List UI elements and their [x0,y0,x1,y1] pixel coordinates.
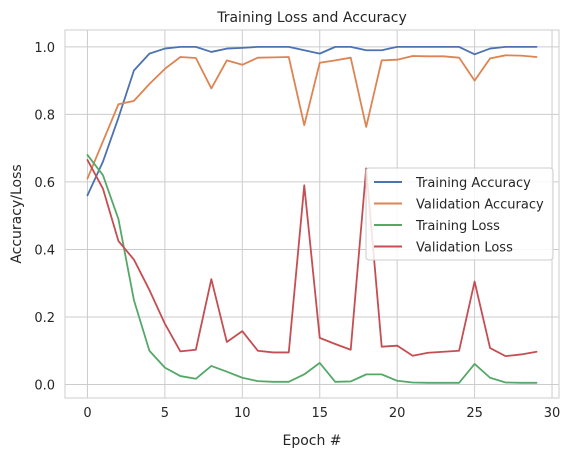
legend-label-validation-accuracy: Validation Accuracy [416,198,544,213]
y-tick-label: 0.8 [34,108,55,123]
legend-label-training-accuracy: Training Accuracy [415,176,531,191]
chart-title: Training Loss and Accuracy [216,10,407,26]
legend-label-training-loss: Training Loss [415,219,500,234]
legend-label-validation-loss: Validation Loss [416,241,513,256]
series-line-training-loss [86,154,538,384]
legend: Training Accuracy Validation Accuracy Trai… [365,167,554,261]
x-tick-label: 10 [234,406,251,421]
y-tick-label: 0.2 [34,311,55,326]
tick-labels: 0 5 10 15 20 25 30 0.0 0.2 0.4 0.6 0.8 1.0 [34,41,560,421]
series-line-validation-loss [86,159,538,358]
x-tick-label: 0 [83,406,91,421]
plot-area-frame [64,29,560,399]
series-line-training-accuracy [86,45,538,197]
series-layer [86,45,538,384]
x-tick-label: 5 [161,406,169,421]
y-axis-label: Accuracy/Loss [9,164,25,263]
y-tick-label: 1.0 [34,41,55,56]
x-tick-label: 15 [311,406,328,421]
x-axis-label: Epoch # [282,433,341,449]
x-tick-label: 20 [389,406,406,421]
legend-box [365,167,554,261]
y-tick-label: 0.0 [34,378,55,393]
y-tick-label: 0.4 [34,243,55,258]
x-tick-label: 30 [544,406,561,421]
x-tick-label: 25 [466,406,483,421]
y-tick-label: 0.6 [34,176,55,191]
series-line-validation-accuracy [86,54,538,180]
